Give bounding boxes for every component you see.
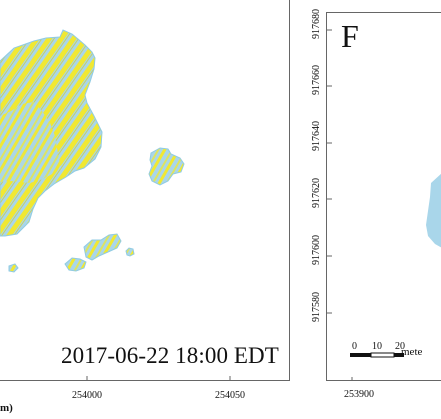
right-x-tick-253900: 253900 [344, 389, 374, 400]
right-y-tick-917600: 917600 [311, 235, 322, 265]
right-map-svg [327, 29, 441, 380]
left-map-panel [0, 0, 290, 381]
small-islet-east [148, 147, 185, 186]
islet-south-1 [83, 233, 122, 261]
timestamp-label: 2017-06-22 18:00 EDT [61, 343, 279, 368]
scale-bar [350, 352, 404, 358]
right-y-tick-917660: 917660 [311, 65, 322, 95]
right-y-ticks [327, 29, 332, 314]
left-map-svg [0, 29, 231, 381]
scale-label-0: 0 [352, 341, 357, 352]
right-y-tick-917680: 917680 [311, 9, 322, 39]
islet-southwest [8, 263, 19, 273]
islet-south-2 [64, 257, 87, 272]
panel-letter-f: F [341, 18, 359, 54]
right-map-panel [326, 12, 441, 381]
right-y-tick-917580: 917580 [311, 292, 322, 322]
scale-label-10: 10 [372, 341, 382, 352]
left-axis-unit-label: m) [0, 402, 13, 414]
right-map-blue-region [426, 173, 441, 248]
islet-south-3 [125, 247, 135, 257]
scale-unit-label: mete [401, 346, 423, 358]
main-island-coast-detail [0, 102, 61, 183]
left-x-tick-254050: 254050 [215, 390, 245, 401]
left-x-tick-254000: 254000 [72, 390, 102, 401]
left-x-ticks [86, 376, 231, 381]
right-y-tick-917620: 917620 [311, 178, 322, 208]
scale-label-20: 20 [395, 341, 405, 352]
right-y-tick-917640: 917640 [311, 121, 322, 151]
